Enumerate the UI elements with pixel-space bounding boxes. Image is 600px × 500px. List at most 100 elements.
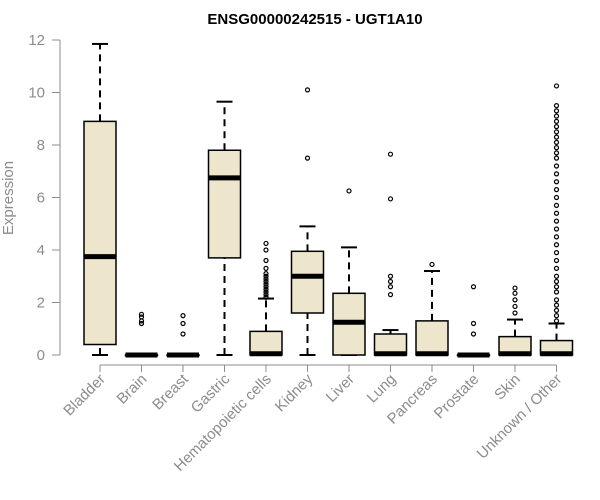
outlier-point	[553, 179, 560, 185]
outlier-point	[304, 87, 311, 93]
outlier-point	[553, 218, 560, 224]
outlier-point	[553, 145, 560, 151]
y-tick-label: 8	[37, 137, 45, 154]
box-prostate	[456, 284, 491, 358]
outlier-point	[553, 139, 560, 145]
outlier-point	[553, 234, 560, 240]
outlier-point	[180, 313, 186, 319]
box-pancreas	[415, 261, 449, 357]
outlier-point	[553, 118, 560, 124]
outlier-point	[553, 134, 560, 140]
x-tick-label: Prostate	[431, 371, 483, 423]
outlier-point	[263, 247, 269, 253]
outlier-point	[553, 129, 560, 135]
outlier-point	[553, 202, 560, 208]
outlier-point	[263, 273, 269, 279]
y-tick-label: 10	[28, 85, 45, 102]
y-tick-label: 0	[37, 347, 45, 364]
outlier-point	[263, 271, 269, 277]
x-tick-label: Bladder	[60, 371, 109, 420]
box-unknown-other	[539, 83, 574, 357]
outlier-point	[553, 124, 560, 130]
x-tick-label: Brain	[114, 371, 151, 408]
x-tick-label: Skin	[491, 371, 524, 404]
outlier-point	[553, 318, 560, 324]
outlier-point	[263, 294, 269, 300]
outlier-point	[387, 273, 394, 279]
outlier-point	[553, 194, 560, 201]
outlier-point	[553, 257, 560, 264]
outlier-point	[470, 320, 477, 327]
outlier-point	[263, 289, 269, 295]
outlier-point	[553, 108, 560, 114]
outlier-point	[470, 284, 477, 290]
outlier-point	[346, 188, 352, 194]
outlier-point	[553, 171, 560, 177]
outlier-point	[263, 240, 269, 247]
outlier-point	[263, 281, 269, 287]
outlier-point	[553, 155, 560, 161]
box-brain	[124, 311, 159, 358]
outlier-point	[138, 311, 145, 317]
outlier-point	[263, 292, 269, 298]
outlier-point	[553, 278, 560, 285]
outlier-point	[553, 187, 560, 193]
outlier-point	[429, 261, 435, 268]
iqr-box	[207, 149, 242, 259]
box-lung	[373, 151, 408, 357]
outlier-point	[553, 265, 560, 271]
outlier-point	[553, 250, 560, 256]
box-liver	[332, 188, 366, 356]
outlier-point	[553, 284, 560, 290]
outlier-point	[553, 113, 560, 119]
outlier-point	[512, 297, 518, 303]
chart-title: ENSG00000242515 - UGT1A10	[207, 11, 422, 28]
outlier-point	[263, 265, 269, 271]
x-tick-label: Lung	[364, 371, 400, 407]
outlier-point	[553, 289, 560, 295]
outlier-point	[263, 278, 269, 285]
outlier-point	[553, 103, 560, 109]
outlier-point	[263, 276, 269, 282]
outlier-point	[263, 284, 269, 290]
iqr-box	[415, 320, 449, 356]
outlier-point	[512, 290, 518, 296]
outlier-point	[263, 257, 269, 264]
boxes-group	[83, 42, 574, 358]
iqr-box	[83, 120, 117, 346]
outlier-point	[180, 320, 186, 327]
outlier-point	[387, 292, 394, 298]
outlier-point	[180, 331, 186, 337]
outlier-point	[470, 331, 477, 337]
outlier-point	[553, 273, 560, 279]
outlier-point	[553, 210, 560, 216]
outlier-point	[553, 83, 560, 89]
outlier-point	[387, 278, 394, 285]
outlier-point	[512, 310, 518, 316]
box-hematopoietic-cells	[249, 240, 283, 357]
y-tick-label: 4	[37, 242, 45, 259]
iqr-box	[290, 250, 325, 314]
box-kidney	[290, 87, 325, 356]
box-breast	[166, 313, 200, 358]
outlier-point	[553, 150, 560, 156]
outlier-point	[553, 163, 560, 169]
outlier-point	[138, 320, 145, 327]
y-tick-label: 6	[37, 190, 45, 207]
box-skin	[498, 285, 532, 357]
y-tick-label: 12	[28, 32, 45, 49]
outlier-point	[512, 303, 518, 310]
y-tick-label: 2	[37, 295, 45, 312]
y-axis-label: Expression	[0, 161, 17, 235]
outlier-point	[553, 307, 560, 313]
outlier-point	[553, 313, 560, 319]
outlier-point	[387, 196, 394, 202]
outlier-point	[553, 226, 560, 232]
outlier-point	[553, 242, 560, 248]
outlier-point	[304, 155, 311, 161]
outlier-point	[512, 285, 518, 291]
outlier-point	[553, 302, 560, 308]
outlier-point	[387, 284, 394, 290]
